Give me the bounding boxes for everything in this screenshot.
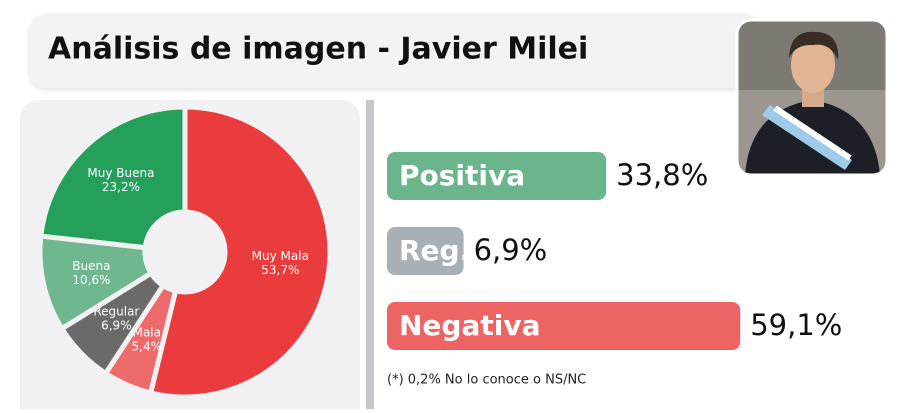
segment-value: 5,4% xyxy=(132,340,163,354)
footnote: (*) 0,2% No lo conoce o NS/NC xyxy=(387,373,586,388)
bar xyxy=(387,227,464,275)
bar xyxy=(387,152,607,200)
value-label: 6,9% xyxy=(474,233,548,267)
value-label: 33,8% xyxy=(616,158,708,192)
segment-label: Muy Buena xyxy=(87,166,154,180)
segment-label: Muy Mala xyxy=(252,249,309,263)
segment-label: Regular xyxy=(93,305,139,319)
segment-value: 10,6% xyxy=(72,273,110,287)
bar-label: Negativa xyxy=(399,309,541,342)
segment-value: 6,9% xyxy=(101,319,132,333)
title-box xyxy=(30,14,760,88)
title: Análisis de imagen - Javier Milei xyxy=(48,32,588,67)
bar-label: Positiva xyxy=(399,159,525,192)
segment-value: 53,7% xyxy=(261,263,299,277)
bar xyxy=(387,302,741,350)
value-label: 59,1% xyxy=(750,308,842,342)
photo xyxy=(737,20,887,175)
donut-segment xyxy=(148,104,333,400)
segment-label: Mala xyxy=(133,326,161,340)
segment-value: 23,2% xyxy=(102,180,140,194)
bar-chart: Positiva 33,8% Reg. 6,9% Negativa 59,1% xyxy=(387,152,842,350)
donut-segment xyxy=(38,104,188,251)
photo-frame xyxy=(735,18,889,177)
segment-label: Buena xyxy=(72,259,110,273)
divider xyxy=(366,100,374,409)
bar-label: Reg. xyxy=(399,234,470,267)
